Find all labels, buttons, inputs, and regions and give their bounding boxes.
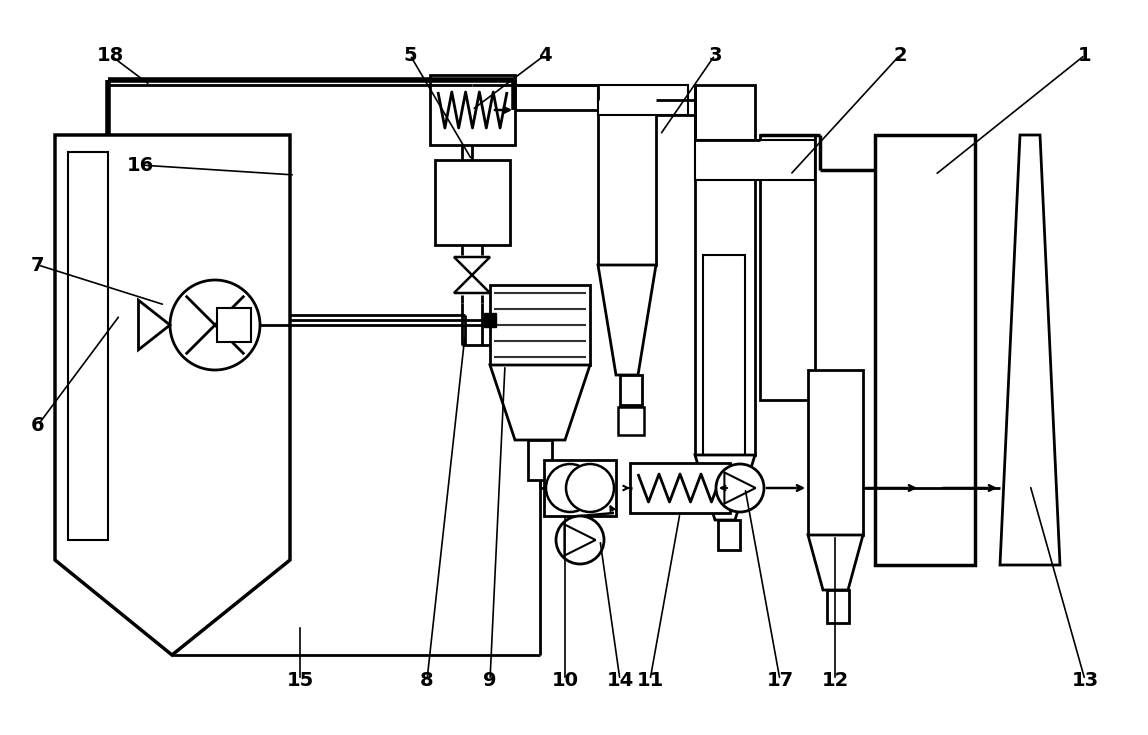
Text: 5: 5 xyxy=(403,46,417,65)
Polygon shape xyxy=(565,524,596,556)
Text: 3: 3 xyxy=(708,46,722,65)
Bar xyxy=(695,85,755,455)
Bar xyxy=(760,135,815,400)
Text: 14: 14 xyxy=(606,670,634,689)
Text: 4: 4 xyxy=(538,46,552,65)
Text: 18: 18 xyxy=(96,46,124,65)
Bar xyxy=(695,140,815,180)
Bar xyxy=(490,285,590,365)
Polygon shape xyxy=(453,257,490,275)
Polygon shape xyxy=(808,535,863,590)
Bar xyxy=(430,75,515,145)
Polygon shape xyxy=(55,135,290,655)
Text: 16: 16 xyxy=(126,156,154,174)
Polygon shape xyxy=(490,365,590,440)
Circle shape xyxy=(566,464,614,512)
Text: 2: 2 xyxy=(893,46,907,65)
Bar xyxy=(598,85,688,115)
Bar xyxy=(68,152,108,540)
Text: 6: 6 xyxy=(31,415,45,434)
Text: 9: 9 xyxy=(483,670,497,689)
Circle shape xyxy=(556,516,604,564)
Bar xyxy=(528,440,552,480)
Bar xyxy=(435,160,510,245)
Text: 10: 10 xyxy=(551,670,579,689)
Polygon shape xyxy=(598,265,656,375)
Bar xyxy=(484,313,496,327)
Bar xyxy=(703,255,745,455)
Text: 11: 11 xyxy=(636,670,664,689)
Bar xyxy=(718,520,740,550)
Polygon shape xyxy=(695,455,755,520)
Circle shape xyxy=(546,464,594,512)
Bar xyxy=(598,100,656,265)
Polygon shape xyxy=(139,301,170,350)
Polygon shape xyxy=(1000,135,1060,565)
Bar xyxy=(620,375,642,405)
Text: 15: 15 xyxy=(286,670,313,689)
Polygon shape xyxy=(453,275,490,293)
Bar xyxy=(217,309,251,342)
Circle shape xyxy=(716,464,765,512)
Bar xyxy=(875,135,975,565)
Text: 12: 12 xyxy=(821,670,848,689)
Text: 1: 1 xyxy=(1078,46,1092,65)
Bar xyxy=(808,370,863,535)
Bar xyxy=(630,463,730,513)
Bar xyxy=(827,590,850,623)
Text: 13: 13 xyxy=(1071,670,1099,689)
Bar xyxy=(544,460,616,516)
Circle shape xyxy=(170,280,259,370)
Polygon shape xyxy=(724,473,755,503)
Text: 8: 8 xyxy=(420,670,434,689)
Text: 7: 7 xyxy=(31,256,45,274)
Bar xyxy=(618,407,644,435)
Text: 17: 17 xyxy=(767,670,793,689)
